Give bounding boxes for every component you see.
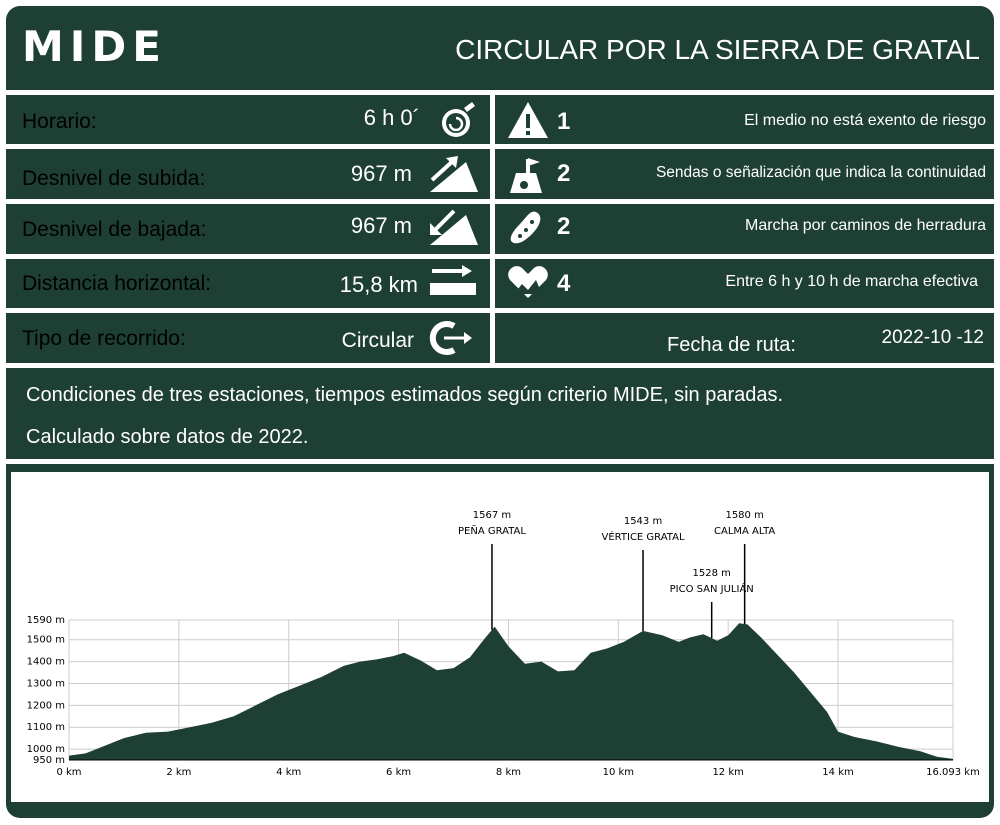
elevation-profile-panel: 950 m 1000 m 1100 m 1200 m 1300 m 1400 m 1500 …: [11, 472, 989, 802]
elevation-area: [69, 623, 953, 760]
y-tick-label: 950 m: [33, 755, 65, 766]
conditions-line-1: Condiciones de tres estaciones, tiempos …: [26, 384, 784, 406]
ascent-icon: [430, 156, 478, 192]
route-title: CIRCULAR POR LA SIERRA DE GRATAL: [455, 34, 980, 65]
stat-value: Circular: [341, 329, 414, 352]
signpost-icon: [510, 158, 542, 193]
footprint-icon: [510, 211, 541, 244]
row-divider: [6, 199, 994, 204]
stat-value: 967 m: [350, 213, 412, 238]
header-divider: [6, 90, 994, 95]
conditions-divider: [6, 459, 994, 464]
peak-name-label: PEÑA GRATAL: [458, 524, 526, 537]
stopwatch-icon: [442, 102, 475, 137]
rating-text: El medio no está exento de riesgo: [744, 112, 986, 129]
date-label: Fecha de ruta:: [667, 334, 796, 356]
x-tick-label: 6 km: [386, 767, 411, 778]
rating-text: Sendas o señalización que indica la cont…: [655, 164, 986, 181]
peak-name-label: PICO SAN JULIÁN: [670, 582, 754, 595]
row-divider: [6, 363, 994, 368]
column-divider: [490, 95, 495, 363]
rating-score: 1: [557, 108, 571, 135]
y-tick-label: 1590 m: [27, 615, 65, 626]
x-tick-label: 16.093 km: [926, 767, 980, 778]
rating-score: 4: [557, 270, 571, 297]
peak-elevation-label: 1543 m: [624, 516, 662, 527]
x-tick-label: 2 km: [166, 767, 191, 778]
peak-elevation-label: 1567 m: [473, 510, 511, 521]
stat-label: Tipo de recorrido:: [22, 327, 186, 350]
x-tick-label: 14 km: [822, 767, 853, 778]
rating-text: Marcha por caminos de herradura: [744, 217, 986, 234]
x-tick-label: 12 km: [712, 767, 743, 778]
x-tick-label: 4 km: [276, 767, 301, 778]
peak-elevation-label: 1580 m: [725, 510, 763, 521]
x-tick-label: 8 km: [496, 767, 521, 778]
distance-icon: [430, 265, 476, 295]
x-tick-label: 10 km: [603, 767, 634, 778]
y-tick-label: 1000 m: [27, 744, 65, 755]
stat-value: 6 h 0´: [363, 105, 420, 130]
peak-elevation-label: 1528 m: [693, 568, 731, 579]
stat-value: 15,8 km: [339, 272, 418, 297]
circular-route-icon: [429, 321, 472, 355]
peak-name-label: CALMA ALTA: [714, 526, 775, 537]
stat-label: Desnivel de subida:: [22, 167, 206, 190]
y-tick-label: 1100 m: [27, 722, 65, 733]
mide-logo: MIDE: [22, 22, 167, 71]
warning-icon: [508, 102, 548, 138]
y-tick-label: 1400 m: [27, 657, 65, 668]
y-tick-label: 1200 m: [27, 700, 65, 711]
stat-label: Distancia horizontal:: [22, 272, 212, 295]
rating-text: Entre 6 h y 10 h de marcha efectiva: [725, 273, 978, 290]
row-divider: [6, 308, 994, 313]
rating-score: 2: [557, 213, 571, 240]
date-value: 2022-10 -12: [881, 327, 984, 348]
row-divider: [6, 254, 994, 259]
stat-value: 967 m: [350, 161, 412, 186]
y-tick-label: 1500 m: [27, 635, 65, 646]
rating-score: 2: [557, 160, 571, 187]
peak-name-label: VÉRTICE GRATAL: [602, 530, 685, 543]
stat-label: Horario:: [22, 110, 97, 133]
effort-heart-icon: [508, 266, 548, 298]
conditions-line-2: Calculado sobre datos de 2022.: [26, 426, 309, 448]
x-tick-label: 0 km: [56, 767, 81, 778]
row-divider: [6, 144, 994, 149]
descent-icon: [430, 209, 478, 245]
y-tick-label: 1300 m: [27, 678, 65, 689]
stat-label: Desnivel de bajada:: [22, 218, 207, 241]
